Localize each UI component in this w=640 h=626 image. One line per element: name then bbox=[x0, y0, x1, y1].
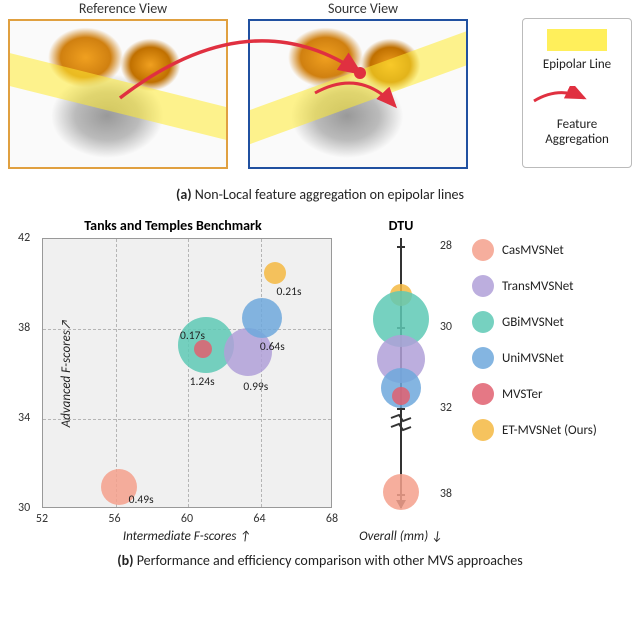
scatter-chart-col: Tanks and Temples Benchmark 0.49s1.24s0.… bbox=[8, 217, 338, 508]
legend-label: TransMVSNet bbox=[502, 279, 573, 294]
legend-item-GBiMVSNet: GBiMVSNet bbox=[472, 311, 612, 333]
bubble-label-GBiMVSNet: 1.24s bbox=[190, 375, 215, 389]
plot-area: 0.49s 1.24s 0.17s 0.99s 0.64s 0.21s bbox=[42, 238, 332, 508]
legend-item-CasMVSNet: CasMVSNet bbox=[472, 239, 612, 261]
legend-label: UniMVSNet bbox=[502, 351, 564, 366]
bottom-row: Tanks and Temples Benchmark 0.49s1.24s0.… bbox=[0, 217, 640, 508]
x-tick: 68 bbox=[326, 512, 338, 526]
x-axis-label: Intermediate F-scores ↑ bbox=[123, 529, 251, 544]
legend-item-MVSTer: MVSTer bbox=[472, 383, 612, 405]
dtu-col: DTU Overall (mm) ↓ 28303238 bbox=[346, 217, 456, 508]
grid-v bbox=[188, 239, 189, 507]
x-tick: 64 bbox=[253, 512, 265, 526]
aggregation-arrow-icon bbox=[529, 86, 589, 106]
dtu-tick bbox=[397, 246, 405, 248]
legend-dot bbox=[472, 383, 494, 405]
legend-dot bbox=[472, 239, 494, 261]
grid-v bbox=[116, 239, 117, 507]
caption-b-prefix: (b) bbox=[117, 552, 136, 569]
methods-legend: CasMVSNet TransMVSNet GBiMVSNet UniMVSNet MV… bbox=[472, 217, 612, 508]
y-tick: 34 bbox=[18, 411, 30, 425]
x-tick: 56 bbox=[108, 512, 120, 526]
legend-item-UniMVSNet: UniMVSNet bbox=[472, 347, 612, 369]
y-tick: 30 bbox=[18, 501, 30, 515]
x-tick: 52 bbox=[36, 512, 48, 526]
dtu-tick-label: 30 bbox=[440, 320, 452, 334]
dtu-tick-label: 28 bbox=[440, 239, 452, 253]
dtu-tick-label: 32 bbox=[440, 401, 452, 415]
legend-label: ET-MVSNet (Ours) bbox=[502, 423, 597, 438]
y-tick: 42 bbox=[18, 231, 30, 245]
reference-view-label: Reference View bbox=[8, 0, 238, 17]
scatter-plot: 0.49s 1.24s 0.17s 0.99s 0.64s 0.21s Advanced … bbox=[42, 238, 332, 508]
caption-b-text: Performance and efficiency comparison wi… bbox=[137, 552, 523, 569]
dtu-tick-label: 38 bbox=[440, 487, 452, 501]
legend-label: GBiMVSNet bbox=[502, 315, 564, 330]
dtu-title: DTU bbox=[346, 217, 456, 234]
y-tick: 38 bbox=[18, 321, 30, 335]
aggregation-legend-label: Feature Aggregation bbox=[529, 117, 625, 147]
legend-dot bbox=[472, 275, 494, 297]
legend-item-TransMVSNet: TransMVSNet bbox=[472, 275, 612, 297]
bubble-ET-MVSNet bbox=[264, 262, 286, 284]
dtu-bubble-CasMVSNet bbox=[383, 474, 419, 510]
dtu-tick bbox=[397, 408, 405, 410]
bubble-label-UniMVSNet: 0.64s bbox=[260, 340, 285, 354]
legend-label: CasMVSNet bbox=[502, 243, 564, 258]
epipolar-swatch bbox=[547, 29, 607, 51]
dtu-axis-label: Overall (mm) ↓ bbox=[359, 529, 443, 544]
source-view-label: Source View bbox=[248, 0, 478, 17]
bubble-label-ET-MVSNet: 0.21s bbox=[277, 285, 302, 299]
bubble-label-TransMVSNet: 0.99s bbox=[243, 380, 268, 394]
caption-b: (b) Performance and efficiency compariso… bbox=[0, 552, 640, 569]
legend-label: MVSTer bbox=[502, 387, 542, 402]
reference-view-frame bbox=[8, 19, 228, 169]
bubble-UniMVSNet bbox=[242, 298, 282, 338]
dtu-strip: Overall (mm) ↓ 28303238 bbox=[356, 238, 446, 508]
source-view-frame bbox=[248, 19, 468, 169]
scatter-title: Tanks and Temples Benchmark bbox=[8, 217, 338, 234]
legend-dot bbox=[472, 347, 494, 369]
bubble-label-CasMVSNet: 0.49s bbox=[129, 493, 154, 507]
x-tick: 60 bbox=[181, 512, 193, 526]
caption-a-prefix: (a) bbox=[176, 186, 195, 203]
epipolar-legend-label: Epipolar Line bbox=[529, 57, 625, 72]
axis-break-icon bbox=[389, 414, 413, 432]
y-axis-label: Advanced F-scores↗ bbox=[59, 319, 74, 428]
caption-a: (a) Non-Local feature aggregation on epi… bbox=[0, 186, 640, 203]
top-legend-box: Epipolar Line Feature Aggregation bbox=[522, 18, 632, 168]
grid-v bbox=[261, 239, 262, 507]
bubble-label-MVSTer: 0.17s bbox=[180, 329, 205, 343]
top-views-row: Reference View Source View Epipolar Line… bbox=[0, 0, 640, 180]
legend-item-ET-MVSNet: ET-MVSNet (Ours) bbox=[472, 419, 612, 441]
dtu-bubble-MVSTer bbox=[392, 387, 410, 405]
source-view-col: Source View bbox=[248, 0, 478, 180]
legend-dot bbox=[472, 419, 494, 441]
legend-dot bbox=[472, 311, 494, 333]
reference-view-col: Reference View bbox=[8, 0, 238, 180]
grid-h bbox=[43, 419, 331, 420]
caption-a-text: Non-Local feature aggregation on epipola… bbox=[195, 186, 464, 203]
